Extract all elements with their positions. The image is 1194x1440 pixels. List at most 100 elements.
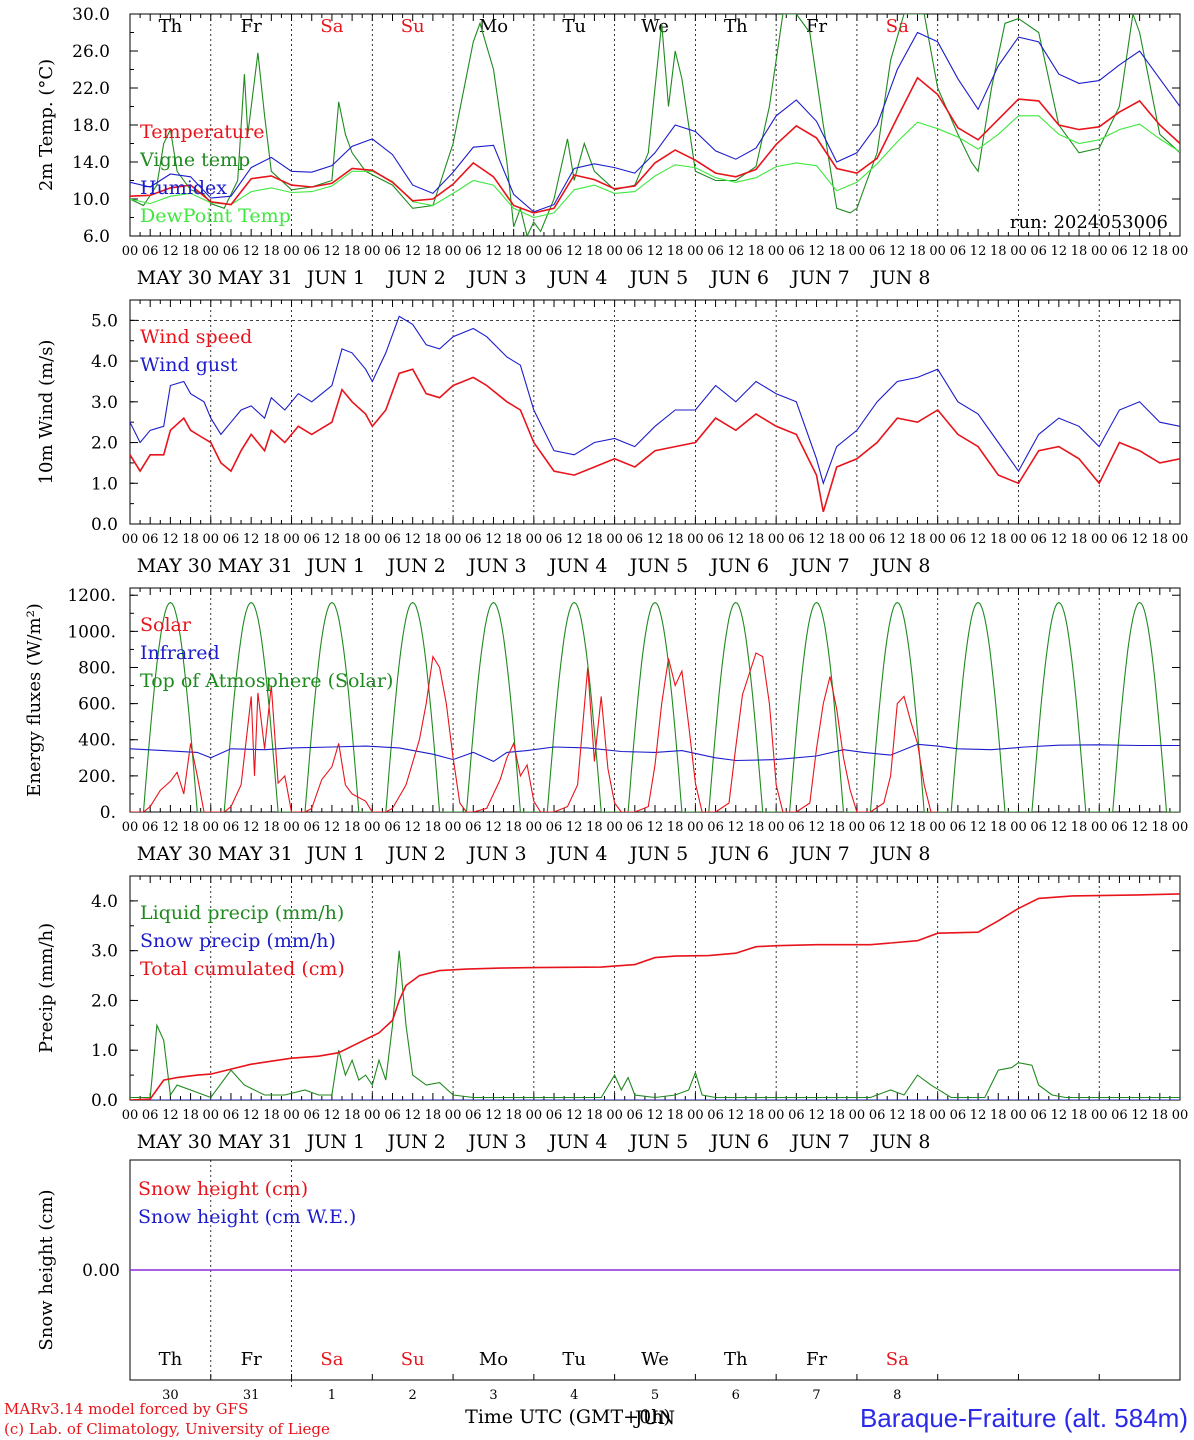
x-date-label: JUN 5: [628, 843, 688, 865]
x-hour-label: 00: [445, 1108, 462, 1123]
x-hour-label: 18: [182, 244, 199, 259]
x-hour-label: 18: [182, 1108, 199, 1123]
x-hour-label: 12: [647, 532, 664, 547]
panel-3: 1200. 1000. 800. 600. 400. 200. 0. Energy fluxe…: [24, 586, 1188, 865]
x-hour-label: 00: [364, 820, 381, 835]
x-hour-label: 18: [909, 820, 926, 835]
x-hour-label: 18: [505, 532, 522, 547]
day-number-label: 6: [732, 1388, 740, 1403]
x-date-label: JUN 3: [466, 267, 526, 289]
x-hour-label: 06: [465, 1108, 482, 1123]
x-hour-label: 12: [727, 532, 744, 547]
panel-5: 0.00 Snow height (cm) Th Fr Sa Su Mo Tu We Th Fr Sa…: [36, 1159, 1181, 1429]
y-tick-label: 0.0: [91, 1091, 118, 1111]
series-line: [130, 893, 1180, 1100]
x-date-label: MAY 30: [137, 843, 212, 865]
x-hour-label: 00: [122, 820, 139, 835]
x-hour-label: 18: [990, 1108, 1007, 1123]
x-date-label: JUN 7: [789, 843, 849, 865]
x-hour-label: 06: [788, 820, 805, 835]
x-hour-label: 00: [606, 244, 623, 259]
x-hour-label: 06: [142, 1108, 159, 1123]
x-hour-label: 00: [202, 1108, 219, 1123]
x-hour-label: 18: [505, 244, 522, 259]
copyright-credit: (c) Lab. of Climatology, University of L…: [4, 1420, 330, 1438]
y-tick-label: 1.0: [91, 474, 118, 494]
x-date-label: JUN 8: [870, 843, 930, 865]
y-tick-label: 3.0: [91, 393, 118, 413]
day-number-label: 7: [812, 1388, 820, 1403]
x-hour-label: 06: [707, 244, 724, 259]
legend-entry: Solar: [140, 614, 192, 636]
x-hour-label: 00: [1091, 244, 1108, 259]
x-hour-label: 00: [929, 1108, 946, 1123]
x-date-label: JUN 6: [709, 1131, 769, 1153]
series-line: [130, 601, 1180, 812]
x-hour-label: 00: [768, 1108, 785, 1123]
x-hour-label: 00: [1172, 532, 1189, 547]
y-tick-label: 3.0: [91, 942, 118, 962]
station-label: Baraque-Fraiture (alt. 584m): [860, 1403, 1188, 1433]
x-hour-label: 12: [727, 820, 744, 835]
x-hour-label: 18: [425, 532, 442, 547]
x-hour-label: 18: [828, 244, 845, 259]
x-date-label: JUN 8: [870, 1131, 930, 1153]
x-hour-label: 00: [445, 532, 462, 547]
x-hour-label: 06: [465, 532, 482, 547]
x-hour-label: 06: [627, 820, 644, 835]
y-tick-label: 14.0: [72, 153, 110, 173]
series-line: [130, 31, 1180, 213]
x-hour-label: 06: [950, 1108, 967, 1123]
x-hour-label: 06: [1030, 532, 1047, 547]
x-hour-label: 12: [647, 1108, 664, 1123]
weekday-label: Fr: [241, 16, 262, 37]
y-tick-label: 1200.: [67, 586, 116, 606]
x-hour-label: 18: [344, 244, 361, 259]
x-hour-label: 00: [687, 1108, 704, 1123]
x-hour-label: 00: [1172, 820, 1189, 835]
y-tick-label: 1.0: [91, 1041, 118, 1061]
x-hour-label: 12: [808, 1108, 825, 1123]
x-hour-label: 06: [303, 820, 320, 835]
legend-entry: Total cumulated (cm): [140, 958, 345, 980]
x-date-label: JUN 2: [385, 1131, 445, 1153]
x-hour-label: 00: [526, 244, 543, 259]
x-hour-label: 00: [122, 532, 139, 547]
x-hour-label: 00: [606, 1108, 623, 1123]
y-tick-label: 6.0: [83, 227, 110, 247]
series-line: [130, 743, 1180, 763]
x-hour-label: 18: [182, 532, 199, 547]
x-hour-label: 00: [283, 244, 300, 259]
x-date-label: JUN 7: [789, 267, 849, 289]
x-hour-label: 12: [970, 820, 987, 835]
x-hour-label: 00: [1091, 820, 1108, 835]
x-hour-label: 18: [667, 1108, 684, 1123]
x-hour-label: 18: [748, 532, 765, 547]
x-hour-label: 06: [627, 532, 644, 547]
weekday-label: Su: [401, 1349, 425, 1370]
x-hour-label: 18: [667, 820, 684, 835]
weekday-label: Th: [159, 1349, 183, 1370]
x-hour-label: 06: [788, 1108, 805, 1123]
x-hour-label: 12: [162, 532, 179, 547]
weekday-label: Fr: [806, 1349, 827, 1370]
weekday-label: Sa: [320, 16, 343, 37]
x-hour-label: 18: [505, 1108, 522, 1123]
footer: MARv3.14 model forced by GFS (c) Lab. of…: [4, 1400, 1188, 1438]
legend-entry: Humidex: [140, 177, 227, 199]
x-hour-label: 00: [202, 820, 219, 835]
x-hour-label: 06: [950, 244, 967, 259]
x-hour-label: 12: [404, 1108, 421, 1123]
x-hour-label: 18: [263, 532, 280, 547]
day-number-label: 3: [489, 1388, 497, 1403]
y-tick-label: 800.: [78, 658, 116, 678]
weekday-label: Sa: [886, 16, 909, 37]
x-hour-label: 06: [707, 1108, 724, 1123]
x-hour-label: 06: [142, 532, 159, 547]
x-hour-label: 12: [727, 244, 744, 259]
series-line: [130, 76, 1180, 214]
x-date-label: JUN 4: [547, 843, 607, 865]
x-date-label: JUN 3: [466, 555, 526, 577]
day-number-label: 5: [651, 1388, 659, 1403]
